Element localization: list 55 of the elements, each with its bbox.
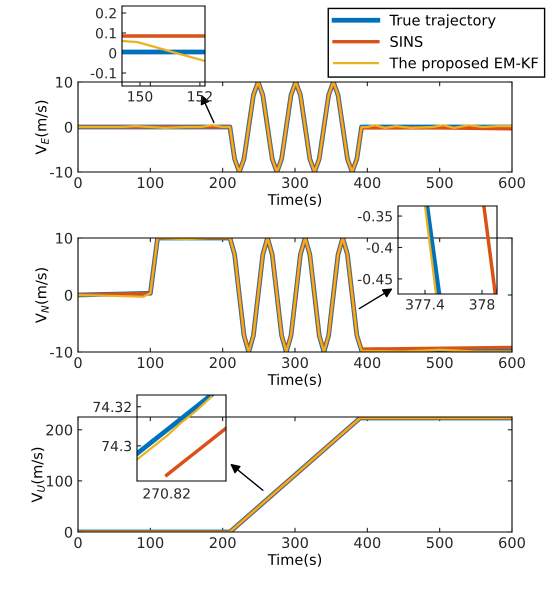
y-tick-label: 0 <box>64 290 72 301</box>
x-tick-label: 400 <box>354 537 380 548</box>
x-tick-label: 200 <box>210 357 236 368</box>
x-tick-label: 300 <box>282 537 308 548</box>
line-series <box>164 426 226 477</box>
x-tick-label: 0 <box>74 537 82 548</box>
y-tick-label: -0.4 <box>366 242 392 253</box>
y-tick-label: 100 <box>46 476 72 487</box>
x-tick-label: 200 <box>210 537 236 548</box>
x-axis-title: Time(s) <box>268 554 322 567</box>
y-tick-label: 0.2 <box>96 8 116 18</box>
legend-label: True trajectory <box>389 14 496 28</box>
y-tick-label: -0.35 <box>358 211 392 222</box>
x-tick-label: 0 <box>74 357 82 368</box>
x-tick-label: 500 <box>426 177 453 188</box>
x-tick-label: 0 <box>74 177 82 188</box>
y-axis-title: V$_{U}$(m/s) <box>31 448 45 502</box>
line-series <box>122 40 205 62</box>
x-tick-label: 400 <box>354 177 380 188</box>
y-tick-label: 74.3 <box>102 440 132 452</box>
y-axis-title: V$_{E}$(m/s) <box>35 100 49 154</box>
y-tick-label: 0 <box>64 526 72 538</box>
y-tick-label: -10 <box>50 346 72 358</box>
x-axis-title: Time(s) <box>268 194 322 207</box>
x-tick-label: 150 <box>128 91 152 102</box>
x-tick-label: 152 <box>188 91 212 102</box>
x-tick-label: 100 <box>138 537 164 548</box>
y-tick-label: 10 <box>56 76 72 88</box>
x-tick-label: 600 <box>499 357 525 368</box>
x-tick-label: 300 <box>282 177 308 188</box>
x-tick-label: 600 <box>499 177 525 188</box>
x-tick-label: 378 <box>470 299 494 310</box>
legend-label: The proposed EM-KF <box>389 57 538 72</box>
y-tick-label: 0 <box>109 48 116 58</box>
y-tick-label: 200 <box>46 424 72 436</box>
y-tick-label: -0.1 <box>90 68 116 78</box>
legend-label: SINS <box>390 36 422 48</box>
x-axis-title: Time(s) <box>268 374 322 387</box>
x-tick-label: 100 <box>138 357 164 368</box>
y-tick-label: -10 <box>50 166 72 178</box>
x-tick-label: 500 <box>426 357 453 368</box>
x-tick-label: 400 <box>354 357 380 368</box>
y-tick-label: -0.45 <box>358 274 392 284</box>
y-axis-title: V$_{N}$(m/s) <box>35 268 49 324</box>
y-tick-label: 10 <box>56 232 72 244</box>
y-tick-label: 0.1 <box>96 28 116 38</box>
x-tick-label: 300 <box>282 357 308 368</box>
x-tick-label: 377.4 <box>406 299 444 310</box>
x-tick-label: 200 <box>210 177 236 188</box>
y-tick-label: 74.32 <box>94 402 131 412</box>
x-tick-label: 600 <box>499 537 525 548</box>
x-tick-label: 270.82 <box>143 488 190 499</box>
x-tick-label: 500 <box>426 537 453 548</box>
y-tick-label: 0 <box>64 122 72 133</box>
x-tick-label: 100 <box>138 177 164 188</box>
